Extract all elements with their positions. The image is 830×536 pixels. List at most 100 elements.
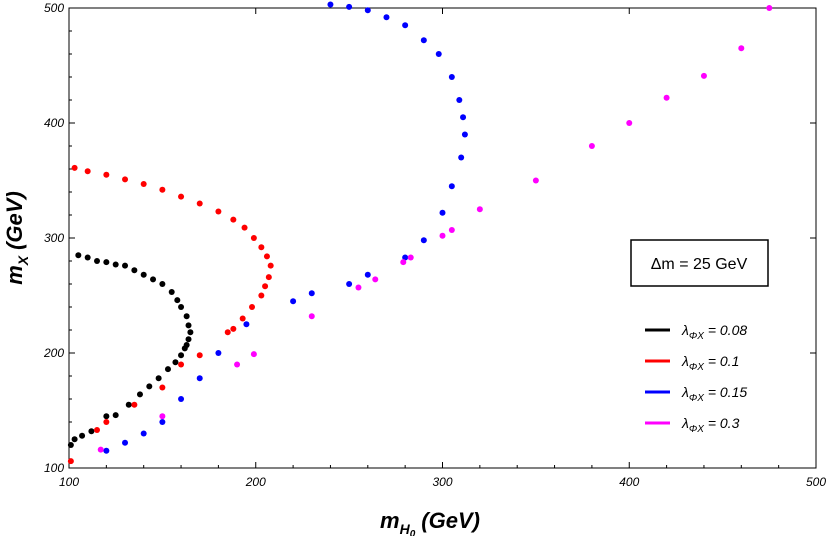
series-0-point — [103, 259, 110, 266]
series-0-point — [112, 261, 119, 268]
series-2-point — [402, 22, 409, 29]
series-1-point — [239, 315, 246, 322]
series-2-point — [448, 74, 455, 80]
series-1-point — [103, 171, 110, 178]
series-0-point — [67, 442, 74, 448]
y-axis-unit: (GeV) — [2, 191, 27, 250]
series-2-point — [448, 183, 455, 190]
series-0-point — [150, 276, 157, 283]
x-axis-main: m — [380, 508, 400, 533]
series-2-point — [290, 298, 297, 305]
series-0-point — [125, 401, 132, 408]
series-2-point — [420, 37, 427, 44]
series-0-point — [131, 267, 138, 274]
series-2-point — [461, 131, 468, 138]
series-2-point — [383, 14, 390, 21]
series-0-point — [112, 412, 119, 419]
series-1-point — [159, 384, 166, 391]
series-2-point — [346, 3, 353, 10]
legend-label-3: λΦX = 0.3 — [681, 415, 740, 435]
series-1-point — [103, 419, 110, 425]
series-2-point — [460, 114, 467, 121]
series-3-point — [588, 143, 595, 149]
legend-label-2: λΦX = 0.15 — [681, 384, 747, 404]
series-3-point — [308, 313, 315, 320]
series-0-point — [75, 252, 82, 259]
series-0-point — [71, 436, 78, 443]
series-2-point — [159, 419, 166, 425]
series-3-point — [372, 276, 379, 283]
series-0-point — [94, 258, 101, 264]
series-1-point — [267, 262, 274, 269]
series-2-point — [435, 51, 442, 57]
y-axis-sub: X — [15, 254, 31, 266]
series-1-point — [84, 168, 91, 175]
series-0-point — [185, 336, 192, 343]
x-tick-label: 400 — [619, 475, 639, 489]
series-0-point — [140, 271, 147, 278]
series-1-point — [230, 216, 237, 223]
series-2-point — [439, 209, 446, 216]
y-tick-label: 300 — [44, 231, 64, 245]
series-2-point — [103, 447, 110, 454]
series-1-point — [215, 208, 222, 215]
series-3-point — [663, 94, 670, 101]
series-0-point — [136, 391, 143, 398]
series-1-point — [67, 458, 74, 465]
series-0-point — [164, 366, 171, 373]
y-tick-label: 200 — [43, 346, 64, 360]
series-2-point — [346, 281, 353, 287]
series-3-point — [476, 206, 483, 213]
series-3-point — [407, 254, 414, 261]
series-1-point — [258, 244, 265, 251]
series-1-point — [71, 164, 78, 171]
legend-label-0: λΦX = 0.08 — [681, 322, 747, 342]
series-1-point — [94, 427, 101, 434]
series-1-point — [262, 283, 269, 290]
series-2-point — [327, 1, 334, 8]
series-3-point — [159, 413, 166, 420]
x-tick-label: 100 — [59, 475, 79, 489]
annotation-text: Δm = 25 GeV — [651, 256, 748, 273]
series-0-point — [172, 359, 179, 366]
series-0-point — [155, 375, 162, 382]
series-1-point — [230, 325, 237, 332]
series-0-point — [146, 383, 153, 390]
series-1-point — [122, 176, 129, 183]
series-3-point — [738, 45, 745, 52]
x-tick-label: 300 — [432, 475, 452, 489]
series-2-point — [243, 321, 250, 328]
series-2-point — [364, 271, 371, 278]
x-tick-label: 500 — [806, 475, 826, 489]
series-0-point — [103, 413, 110, 420]
series-2-point — [364, 7, 371, 14]
series-2-point — [308, 290, 315, 297]
series-2-point — [196, 375, 203, 382]
series-0-point — [178, 304, 185, 310]
series-1-point — [178, 193, 185, 200]
series-3-point — [766, 5, 773, 11]
series-3-point — [355, 284, 362, 291]
series-0-point — [174, 297, 181, 304]
x-axis-title: mH0 (GeV) — [380, 508, 480, 536]
y-tick-label: 400 — [44, 116, 64, 130]
series-3-point — [448, 226, 455, 233]
series-0-point — [181, 345, 188, 352]
series-3-point — [532, 177, 539, 184]
data-points — [67, 1, 773, 465]
legend: λΦX = 0.08 λΦX = 0.1 λΦX = 0.15 λΦX = 0.3 — [645, 322, 747, 435]
x-axis-sub: H — [400, 521, 411, 536]
series-2-point — [140, 430, 147, 437]
series-1-point — [196, 200, 203, 207]
legend-label-1: λΦX = 0.1 — [681, 353, 739, 373]
series-0-point — [168, 289, 175, 296]
series-3-point — [97, 446, 104, 453]
axis-ticks: 100 200 300 400 500 100 200 300 400 500 — [43, 1, 826, 489]
series-2-point — [178, 396, 185, 402]
series-0-point — [84, 254, 91, 261]
annotation-box: Δm = 25 GeV — [630, 239, 769, 287]
series-1-point — [196, 352, 203, 359]
series-0-point — [122, 262, 129, 269]
series-1-point — [265, 274, 272, 281]
series-0-point — [88, 428, 95, 435]
